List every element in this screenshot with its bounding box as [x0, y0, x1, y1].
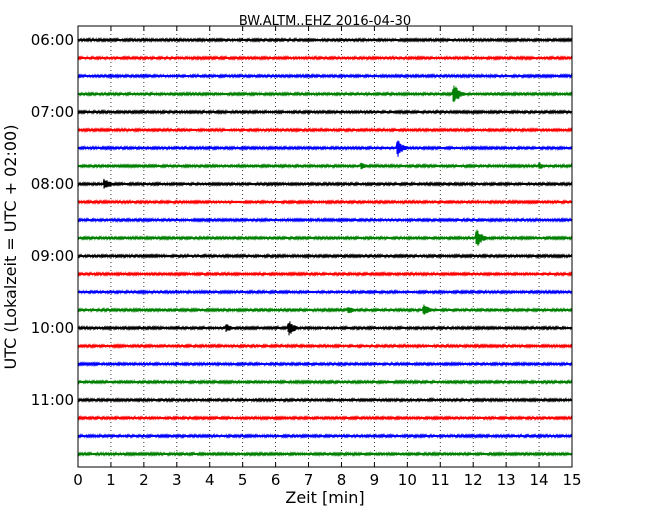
- seismic-trace: [77, 321, 573, 336]
- x-axis-label: Zeit [min]: [285, 488, 364, 507]
- seismic-trace: [77, 108, 573, 116]
- seismic-trace: [77, 36, 573, 44]
- x-tick-label: 4: [205, 471, 215, 489]
- y-tick-label: 11:00: [31, 391, 74, 409]
- seismic-traces: [77, 36, 573, 457]
- x-tick-label: 0: [73, 471, 83, 489]
- seismic-trace: [77, 55, 573, 62]
- seismic-trace: [77, 72, 573, 80]
- seismic-trace: [77, 414, 573, 422]
- seismic-trace: [77, 178, 573, 189]
- x-tick-label: 14: [530, 471, 549, 489]
- y-tick-label: 07:00: [31, 103, 74, 121]
- seismic-trace: [77, 126, 573, 134]
- seismic-trace: [77, 342, 573, 350]
- seismic-trace: [77, 140, 573, 157]
- chart-title: BW.ALTM..EHZ 2016-04-30: [239, 14, 411, 29]
- x-tick-label: 3: [172, 471, 182, 489]
- seismic-trace: [77, 397, 573, 404]
- axis-ticks: 0 1 2 3 4 5 6 7 8 9 10 11 12 13 14 1506:0007:0008:0009:…: [31, 26, 582, 489]
- seismic-trace: [77, 450, 573, 457]
- x-tick-label: 7: [304, 471, 314, 489]
- x-tick-label: 5: [238, 471, 248, 489]
- x-tick-label: 10: [398, 471, 417, 489]
- y-tick-label: 10:00: [31, 319, 74, 337]
- seismic-trace: [77, 229, 573, 246]
- plot-frame: [77, 25, 573, 468]
- seismic-trace: [77, 360, 573, 368]
- x-tick-label: 9: [370, 471, 380, 489]
- seismic-trace: [77, 216, 573, 224]
- y-tick-label: 06:00: [31, 31, 74, 49]
- x-tick-label: 1: [106, 471, 116, 489]
- x-tick-label: 8: [337, 471, 347, 489]
- grid-lines: [110, 26, 540, 467]
- x-tick-label: 13: [497, 471, 516, 489]
- seismic-trace: [77, 288, 573, 296]
- x-tick-label: 15: [562, 471, 581, 489]
- seismic-trace: [77, 432, 573, 440]
- seismic-trace: [77, 378, 573, 386]
- x-tick-label: 12: [464, 471, 483, 489]
- y-tick-label: 09:00: [31, 247, 74, 265]
- seismic-trace: [77, 198, 573, 206]
- x-tick-label: 11: [431, 471, 450, 489]
- x-tick-label: 2: [139, 471, 149, 489]
- seismic-trace: [77, 270, 573, 278]
- seismic-trace: [77, 253, 573, 260]
- seismic-trace: [77, 85, 573, 103]
- y-tick-label: 08:00: [31, 175, 74, 193]
- seismic-trace: [77, 162, 573, 170]
- y-axis-label: UTC (Lokalzeit = UTC + 02:00): [1, 125, 20, 370]
- seismic-trace: [77, 304, 573, 315]
- x-tick-label: 6: [271, 471, 281, 489]
